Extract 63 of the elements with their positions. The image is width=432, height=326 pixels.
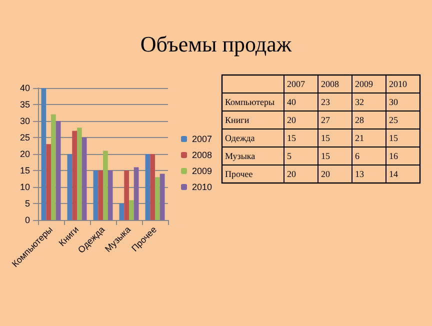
- data-label: 15: [286, 132, 297, 145]
- bar: [124, 170, 129, 220]
- data-label: 13: [354, 168, 365, 181]
- y-tick-label: Музыка: [224, 150, 256, 163]
- data-label: 20: [286, 114, 297, 127]
- data-label: 5: [286, 150, 292, 163]
- y-tick-label: Книги: [224, 114, 250, 127]
- bar: [155, 177, 160, 220]
- y-tick-label: 30: [20, 116, 30, 126]
- legend-label: 2007: [192, 134, 212, 144]
- bar: [51, 114, 56, 220]
- bar: [98, 170, 103, 220]
- bar: [129, 200, 134, 220]
- bar: [41, 88, 46, 220]
- data-label: 23: [320, 96, 331, 109]
- y-tick-label: 0: [24, 215, 30, 225]
- data-label: 15: [320, 132, 331, 145]
- y-tick-label: 5: [24, 198, 30, 208]
- bar: [134, 167, 139, 220]
- y-tick-label: 35: [20, 100, 30, 110]
- y-tick-label: Прочее: [224, 168, 254, 181]
- data-label: 20: [286, 168, 297, 181]
- data-label: 27: [320, 114, 331, 127]
- y-tick-label: 10: [20, 182, 30, 192]
- x-tick-label: 2008: [320, 78, 340, 91]
- bar: [119, 204, 124, 220]
- y-tick-label: Компьютеры: [224, 96, 276, 109]
- legend-label: 2010: [192, 182, 212, 192]
- bar: [72, 130, 77, 220]
- y-tick-label: 25: [20, 132, 30, 142]
- data-label: 32: [354, 96, 365, 109]
- legend-label: 2009: [192, 166, 212, 176]
- data-label: 6: [354, 150, 360, 163]
- data-label: 14: [388, 168, 399, 181]
- data-label: 15: [388, 132, 399, 145]
- data-label: 20: [320, 168, 331, 181]
- data-label: 30: [388, 96, 399, 109]
- bar: [77, 128, 82, 220]
- legend-label: 2008: [192, 150, 212, 160]
- data-label: 25: [388, 114, 399, 127]
- bar: [150, 154, 155, 220]
- bar: [145, 154, 150, 220]
- bar: [103, 150, 108, 220]
- bar: [108, 170, 113, 220]
- text: Объемы продаж: [140, 32, 292, 56]
- bar: [46, 144, 51, 220]
- y-tick-label: Одежда: [224, 132, 256, 145]
- data-label: 28: [354, 114, 365, 127]
- x-tick-label: 2009: [354, 78, 374, 91]
- data-label: 15: [320, 150, 331, 163]
- x-tick-label: 2007: [286, 78, 306, 91]
- data-label: 16: [388, 150, 399, 163]
- bar: [160, 174, 165, 220]
- y-tick-label: 20: [20, 149, 30, 159]
- y-tick-label: 40: [20, 83, 30, 93]
- bar: [93, 170, 98, 220]
- bar: [82, 138, 87, 220]
- data-label: 21: [354, 132, 365, 145]
- bar: [67, 154, 72, 220]
- bar: [56, 121, 61, 220]
- data-label: 40: [286, 96, 297, 109]
- x-tick-label: 2010: [388, 78, 408, 91]
- y-tick-label: 15: [20, 166, 30, 176]
